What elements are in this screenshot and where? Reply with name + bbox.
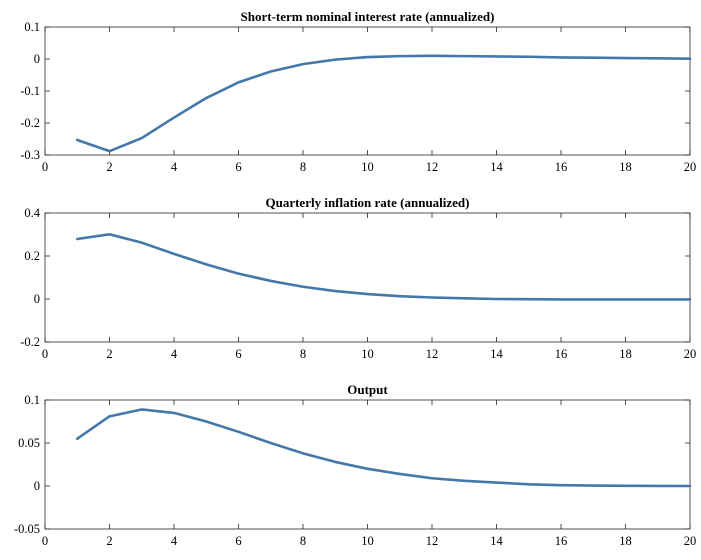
x-tick-label: 4 [171, 534, 178, 548]
plot-frame [44, 212, 691, 343]
y-tick-label: 0.2 [24, 249, 40, 263]
x-tick-label: 20 [684, 160, 697, 174]
series-line-1 [75, 54, 692, 153]
x-tick-label: 2 [106, 534, 112, 548]
x-tick-label: 0 [42, 347, 48, 361]
y-tick-label: 0 [34, 52, 40, 66]
y-tick-label: -0.3 [20, 148, 40, 162]
series-line-1 [75, 408, 692, 488]
chart-panel-1: 0 2 4 6 8 10 12 14 16 18 20 -0.3 -0.2 -0.1 0 0.1 Short-t… [20, 9, 696, 174]
x-tick-label: 4 [171, 347, 178, 361]
x-tick-label: 14 [490, 347, 503, 361]
x-tick-label: 2 [106, 347, 112, 361]
x-tick-label: 14 [490, 160, 503, 174]
x-tick-label: 18 [619, 347, 632, 361]
x-tick-label: 4 [171, 160, 178, 174]
x-tick-label: 16 [555, 534, 568, 548]
chart-title: Output [347, 382, 388, 397]
plot-frame [44, 399, 691, 530]
x-tick-label: 12 [426, 347, 439, 361]
x-tick-label: 12 [426, 160, 439, 174]
x-tick-label: 0 [42, 534, 48, 548]
y-tick-label: -0.2 [20, 116, 40, 130]
y-tick-label: 0.05 [18, 436, 40, 450]
y-tick-label: 0 [34, 292, 40, 306]
x-tick-label: 14 [490, 534, 503, 548]
x-tick-label: 6 [235, 347, 241, 361]
x-tick-label: 20 [684, 347, 697, 361]
x-tick-label: 10 [361, 534, 374, 548]
x-tick-label: 18 [619, 534, 632, 548]
x-tick-label: 8 [300, 160, 306, 174]
x-tick-label: 0 [42, 160, 48, 174]
chart-title: Quarterly inflation rate (annualized) [265, 195, 469, 210]
y-tick-label: 0.4 [24, 206, 40, 220]
y-tick-label: -0.2 [20, 335, 40, 349]
x-tick-label: 8 [300, 534, 306, 548]
x-tick-label: 20 [684, 534, 697, 548]
y-tick-label: 0 [34, 479, 40, 493]
y-tick-label: -0.1 [20, 84, 40, 98]
x-tick-label: 10 [361, 347, 374, 361]
y-tick-label: 0.1 [24, 20, 40, 34]
y-tick-label: -0.05 [14, 522, 40, 536]
plot-frame [44, 26, 691, 156]
x-tick-label: 18 [619, 160, 632, 174]
x-tick-label: 10 [361, 160, 374, 174]
x-tick-label: 8 [300, 347, 306, 361]
x-tick-label: 6 [235, 160, 241, 174]
x-tick-label: 12 [426, 534, 439, 548]
x-tick-label: 6 [235, 534, 241, 548]
x-tick-label: 16 [555, 160, 568, 174]
x-tick-label: 2 [106, 160, 112, 174]
x-tick-label: 16 [555, 347, 568, 361]
y-tick-label: 0.1 [24, 393, 40, 407]
chart-title: Short-term nominal interest rate (annual… [241, 9, 495, 24]
series-line-1 [75, 232, 692, 301]
